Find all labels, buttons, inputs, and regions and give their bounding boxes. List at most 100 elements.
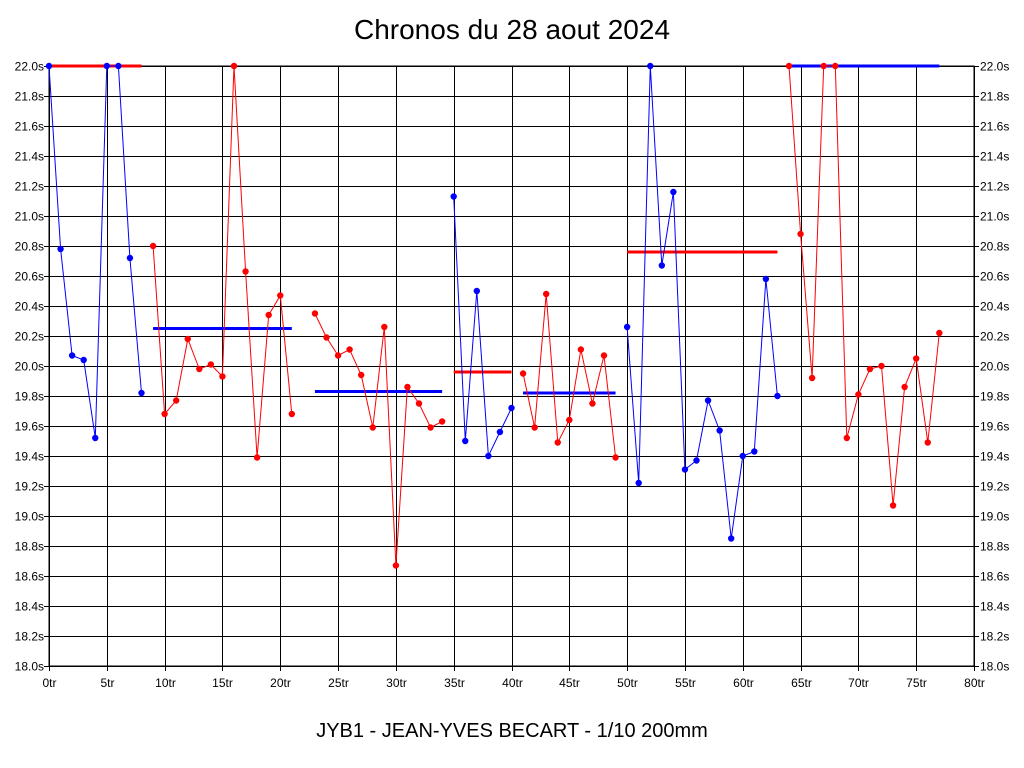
data-point	[808, 374, 816, 382]
data-point	[519, 370, 527, 377]
data-point	[924, 439, 931, 446]
chart-title: Chronos du 28 aout 2024	[353, 14, 671, 45]
data-point	[277, 292, 284, 299]
data-point	[508, 404, 515, 412]
x-tick-label: 55tr	[675, 676, 696, 690]
data-point	[323, 334, 330, 341]
y-tick-label-right: 20.8s	[980, 240, 1009, 254]
data-point	[912, 355, 920, 362]
y-tick-label-right: 19.0s	[980, 510, 1009, 524]
data-point	[196, 365, 203, 373]
series-line	[788, 65, 940, 506]
y-tick-label-right: 18.8s	[980, 540, 1009, 554]
x-tick-label: 30tr	[386, 676, 407, 690]
y-tick-label-right: 18.0s	[980, 660, 1009, 674]
data-point	[600, 352, 608, 359]
data-point	[462, 437, 469, 445]
data-point	[542, 290, 550, 298]
y-tick-label-right: 20.0s	[980, 360, 1009, 374]
data-point	[693, 457, 700, 464]
data-point	[68, 352, 76, 359]
y-tick-label-left: 21.8s	[15, 90, 44, 104]
x-tick-label: 65tr	[791, 676, 812, 690]
data-point	[727, 535, 735, 542]
y-tick-label-right: 21.6s	[980, 120, 1009, 134]
data-point	[115, 62, 122, 70]
data-point	[427, 424, 434, 431]
data-point	[334, 352, 342, 359]
data-point	[392, 562, 400, 569]
y-tick-label-left: 21.6s	[15, 120, 44, 134]
data-point	[92, 434, 99, 442]
x-tick-label: 35tr	[444, 676, 465, 690]
data-point	[635, 479, 642, 487]
x-tick-label: 45tr	[559, 676, 580, 690]
y-tick-label-right: 22.0s	[980, 60, 1009, 74]
data-point	[381, 323, 388, 331]
data-point	[57, 245, 64, 253]
y-tick-label-left: 18.6s	[15, 570, 44, 584]
data-point	[80, 356, 87, 364]
data-point	[762, 275, 770, 283]
data-point	[161, 410, 168, 418]
y-tick-label-left: 20.6s	[15, 270, 44, 284]
data-point	[855, 391, 862, 398]
y-tick-label-left: 20.2s	[15, 330, 44, 344]
data-point	[577, 346, 585, 353]
data-point	[623, 323, 631, 331]
data-point	[716, 427, 723, 434]
data-point	[612, 454, 619, 461]
data-point	[681, 466, 689, 473]
data-point	[889, 502, 897, 509]
data-point	[45, 62, 53, 70]
y-tick-label-left: 21.2s	[15, 180, 44, 194]
data-point	[647, 62, 654, 70]
data-point	[832, 62, 839, 70]
data-point	[751, 448, 758, 455]
data-point	[253, 454, 261, 461]
x-tick-label: 10tr	[155, 676, 176, 690]
average-lines	[49, 64, 940, 395]
data-point	[878, 362, 885, 370]
data-point	[219, 373, 226, 380]
data-point	[311, 310, 319, 317]
tick-labels: 0tr 5tr 10tr 15tr 20tr 25tr 30tr 35tr 40tr 45tr 50…	[15, 60, 1010, 691]
y-tick-label-right: 21.8s	[980, 90, 1009, 104]
data-point	[704, 397, 712, 404]
data-point	[230, 62, 238, 70]
y-tick-label-left: 18.0s	[15, 660, 44, 674]
y-tick-label-right: 21.2s	[980, 180, 1009, 194]
y-tick-label-right: 18.6s	[980, 570, 1009, 584]
data-point	[658, 262, 666, 269]
x-tick-label: 50tr	[617, 676, 638, 690]
data-point	[901, 383, 908, 391]
data-point	[265, 311, 272, 319]
y-tick-label-right: 20.4s	[980, 300, 1009, 314]
y-tick-label-left: 18.4s	[15, 600, 44, 614]
data-point	[172, 397, 180, 404]
data-point	[936, 329, 943, 337]
y-tick-label-left: 21.4s	[15, 150, 44, 164]
y-tick-label-left: 19.2s	[15, 480, 44, 494]
x-tick-label: 40tr	[502, 676, 523, 690]
y-tick-label-left: 19.0s	[15, 510, 44, 524]
y-tick-label-left: 19.4s	[15, 450, 44, 464]
data-point	[554, 439, 561, 446]
data-point	[866, 365, 874, 373]
data-point	[149, 242, 157, 250]
y-tick-label-left: 20.8s	[15, 240, 44, 254]
data-point	[126, 254, 134, 262]
data-point	[473, 287, 481, 295]
series-line	[453, 196, 512, 458]
y-tick-label-left: 22.0s	[15, 60, 44, 74]
y-tick-label-right: 19.4s	[980, 450, 1009, 464]
x-tick-label: 60tr	[733, 676, 754, 690]
x-tick-label: 5tr	[100, 676, 114, 690]
data-points	[45, 62, 943, 569]
data-point	[589, 400, 596, 407]
data-point	[785, 62, 793, 70]
y-tick-label-right: 19.2s	[980, 480, 1009, 494]
data-point	[774, 392, 781, 400]
data-point	[346, 346, 353, 353]
